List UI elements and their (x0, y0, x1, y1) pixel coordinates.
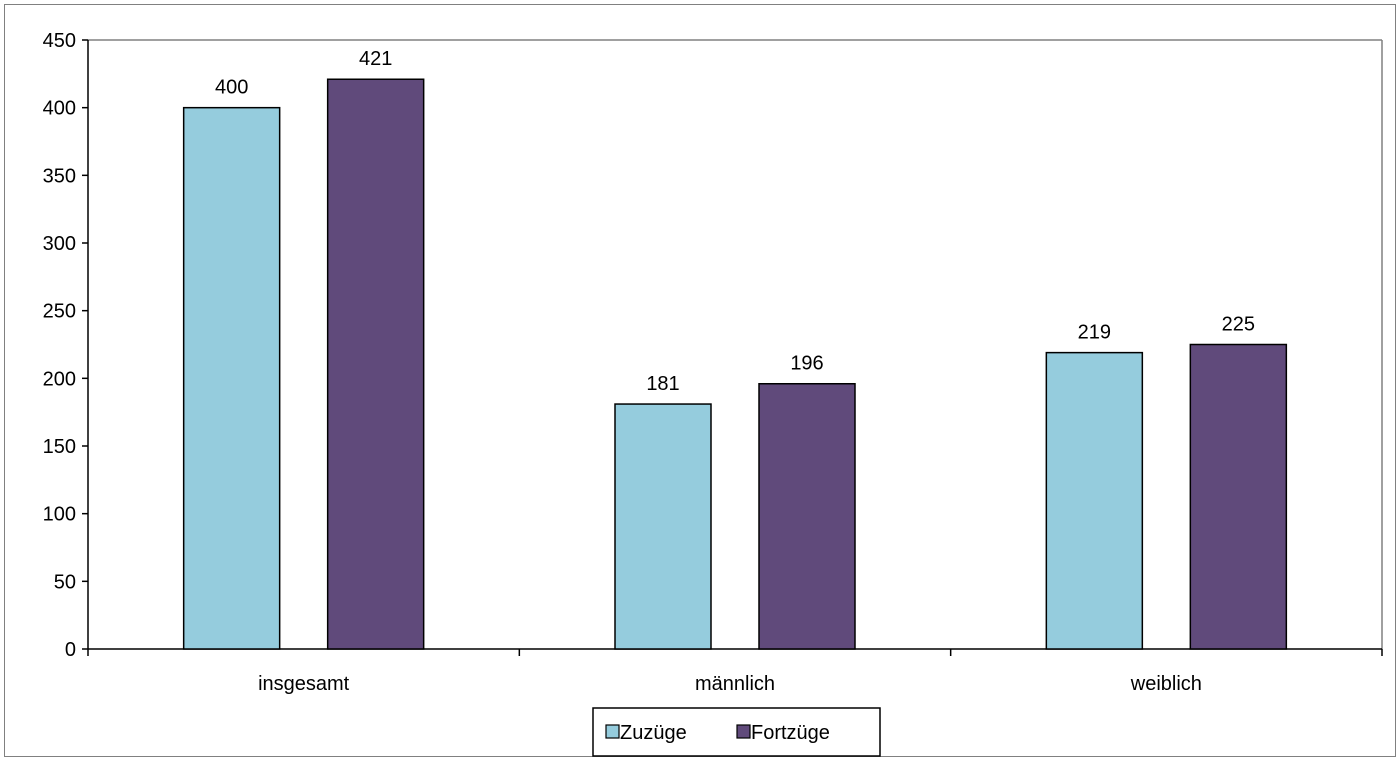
y-tick-label: 400 (43, 98, 76, 120)
y-tick-label: 250 (43, 301, 76, 323)
data-label: 421 (359, 48, 392, 70)
data-label: 225 (1222, 314, 1255, 336)
legend-label: Fortzüge (751, 722, 830, 744)
data-label: 219 (1078, 322, 1111, 344)
y-tick-label: 200 (43, 368, 76, 390)
bar (1045, 351, 1144, 650)
data-label: 400 (215, 77, 248, 99)
x-category-label: insgesamt (258, 673, 350, 695)
bar (1189, 343, 1288, 650)
y-tick-label: 0 (65, 639, 76, 661)
bar (326, 78, 425, 650)
x-category-label: männlich (695, 673, 775, 695)
data-label: 181 (646, 373, 679, 395)
y-tick-label: 350 (43, 165, 76, 187)
legend-label: Zuzüge (620, 722, 687, 744)
data-label: 196 (790, 353, 823, 375)
y-tick-label: 50 (54, 571, 76, 593)
bar (182, 106, 281, 650)
y-tick-label: 450 (43, 30, 76, 52)
x-category-label: weiblich (1130, 673, 1202, 695)
bar (758, 382, 856, 650)
legend-swatch (605, 724, 620, 739)
y-tick-label: 150 (43, 436, 76, 458)
y-tick-label: 100 (43, 504, 76, 526)
y-tick-label: 300 (43, 233, 76, 255)
legend-swatch (736, 724, 751, 739)
bar (614, 403, 712, 650)
